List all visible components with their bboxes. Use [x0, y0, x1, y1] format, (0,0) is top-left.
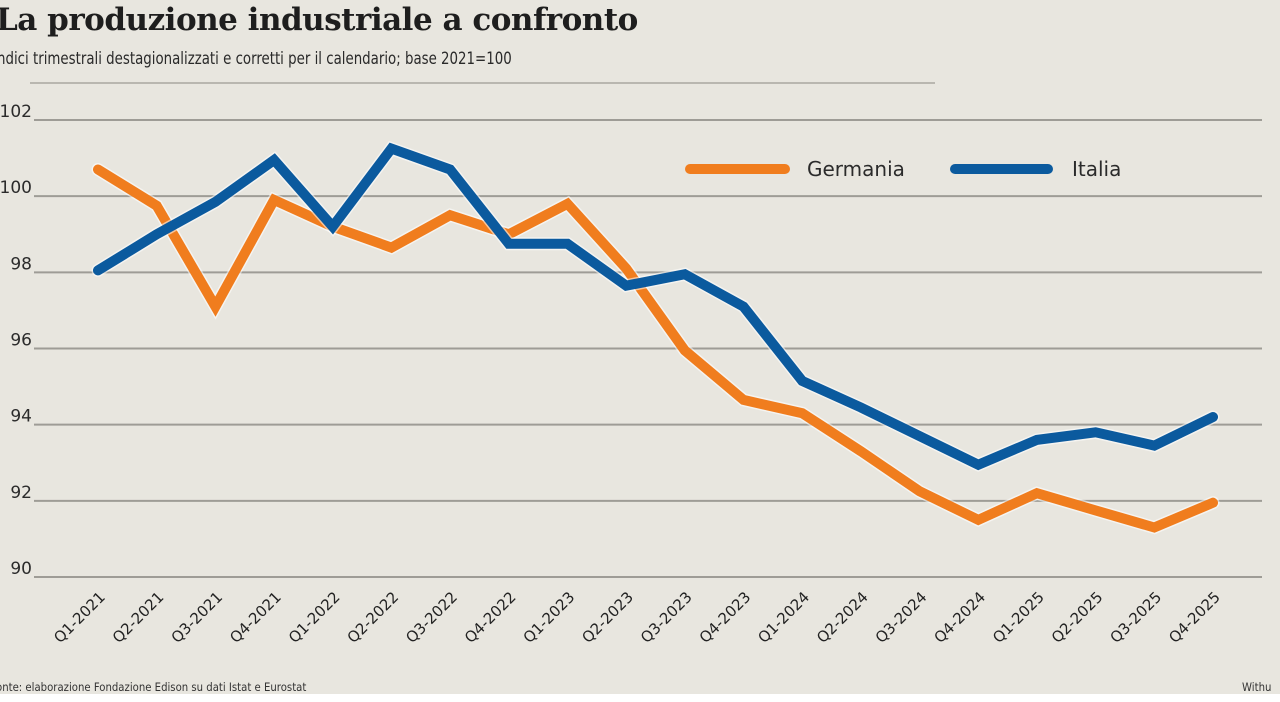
series-line-italia	[93, 142, 1218, 471]
x-tick-label: Q2-2024	[813, 588, 872, 647]
series-lines	[91, 140, 1220, 535]
legend: Germania Italia	[685, 157, 1121, 181]
header-divider	[30, 82, 935, 84]
y-tick-label: 100	[0, 178, 32, 198]
x-tick-label: Q3-2022	[402, 588, 461, 647]
legend-item-italia: Italia	[950, 157, 1121, 181]
legend-item-germania: Germania	[685, 157, 905, 181]
chart-subtitle: ndici trimestrali destagionalizzati e co…	[0, 49, 512, 68]
x-tick-label: Q1-2022	[285, 588, 344, 647]
x-tick-label: Q3-2021	[168, 588, 227, 647]
x-tick-label: Q4-2025	[1165, 588, 1224, 647]
x-tick-label: Q3-2023	[637, 588, 696, 647]
x-tick-label: Q1-2021	[50, 588, 109, 647]
x-tick-label: Q2-2021	[109, 588, 168, 647]
x-tick-label: Q1-2025	[989, 588, 1048, 647]
y-axis-ticks: 90 92 94 96 98 100 102	[0, 102, 32, 579]
y-tick-label: 96	[10, 331, 32, 351]
x-tick-label: Q2-2023	[578, 588, 637, 647]
source-note: onte: elaborazione Fondazione Edison su …	[0, 680, 307, 694]
series-germania	[91, 163, 1220, 535]
x-tick-label: Q3-2025	[1106, 588, 1165, 647]
series-italia	[91, 140, 1220, 472]
y-tick-label: 102	[0, 102, 32, 122]
x-tick-label: Q1-2024	[754, 588, 813, 647]
series-line-germania	[93, 164, 1218, 533]
y-tick-label: 94	[10, 407, 32, 427]
chart-title: La produzione industriale a confronto	[0, 2, 638, 38]
x-tick-label: Q3-2024	[872, 588, 931, 647]
legend-label: Italia	[1072, 157, 1121, 181]
x-tick-label: Q2-2022	[344, 588, 403, 647]
gridlines	[34, 119, 1262, 578]
y-tick-label: 92	[10, 483, 32, 503]
credit-note: Withu	[1242, 680, 1272, 694]
x-tick-label: Q4-2023	[696, 588, 755, 647]
x-tick-label: Q4-2021	[226, 588, 285, 647]
x-tick-label: Q4-2022	[461, 588, 520, 647]
x-tick-label: Q1-2023	[520, 588, 579, 647]
y-tick-label: 90	[10, 559, 32, 579]
x-tick-label: Q4-2024	[930, 588, 989, 647]
x-axis-ticks: Q1-2021 Q2-2021 Q3-2021 Q4-2021 Q1-2022 Q2-20…	[50, 588, 1224, 647]
y-tick-label: 98	[10, 254, 32, 274]
legend-label: Germania	[807, 157, 905, 181]
x-tick-label: Q2-2025	[1048, 588, 1107, 647]
